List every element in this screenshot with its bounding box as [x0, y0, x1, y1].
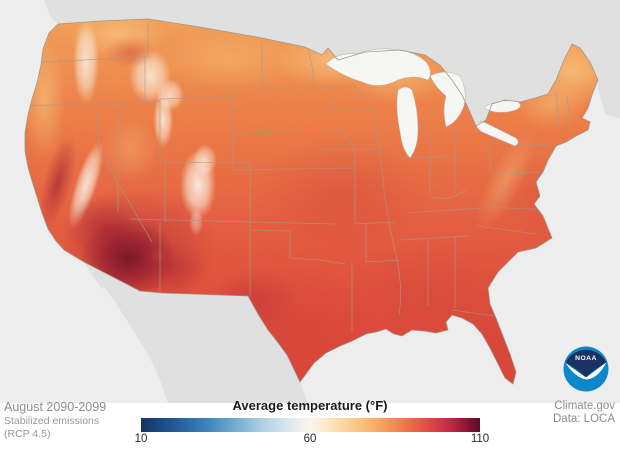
colorbar-title: Average temperature (°F) [232, 398, 388, 413]
map-canvas [0, 0, 620, 403]
credits-block: Climate.gov Data: LOCA [553, 400, 615, 425]
legend-footer: August 2090-2099 Stabilized emissions (R… [0, 398, 620, 450]
lake-erie [475, 121, 519, 147]
lake-huron [429, 71, 466, 128]
caption-block: August 2090-2099 Stabilized emissions (R… [4, 400, 106, 440]
us-temperature-map [24, 0, 620, 403]
canada-landmass [44, 0, 620, 126]
colorbar-tick-mid: 60 [303, 433, 317, 445]
mexico-landmass [84, 262, 308, 403]
state-borders [26, 22, 572, 332]
gulf-of-california [100, 286, 166, 398]
us-outline [24, 18, 599, 385]
colorbar-tick-max: 110 [470, 433, 490, 445]
credit-site: Climate.gov [554, 400, 615, 412]
noaa-logo-gull [565, 362, 607, 380]
noaa-logo-fan [565, 349, 607, 378]
credit-data-source: Data: LOCA [553, 412, 615, 425]
great-lakes [325, 48, 521, 159]
caption-period: August 2090-2099 [4, 400, 107, 414]
caption-scenario: Stabilized emissions [4, 415, 100, 427]
noaa-logo-text: NOAA [575, 355, 597, 362]
lake-superior [325, 48, 431, 86]
noaa-logo: NOAA [563, 346, 609, 392]
temperature-colorbar [141, 418, 480, 432]
lake-michigan [396, 86, 419, 159]
colorbar-tick-min: 10 [134, 433, 148, 445]
caption-scenario-detail: (RCP 4.5) [4, 427, 51, 440]
